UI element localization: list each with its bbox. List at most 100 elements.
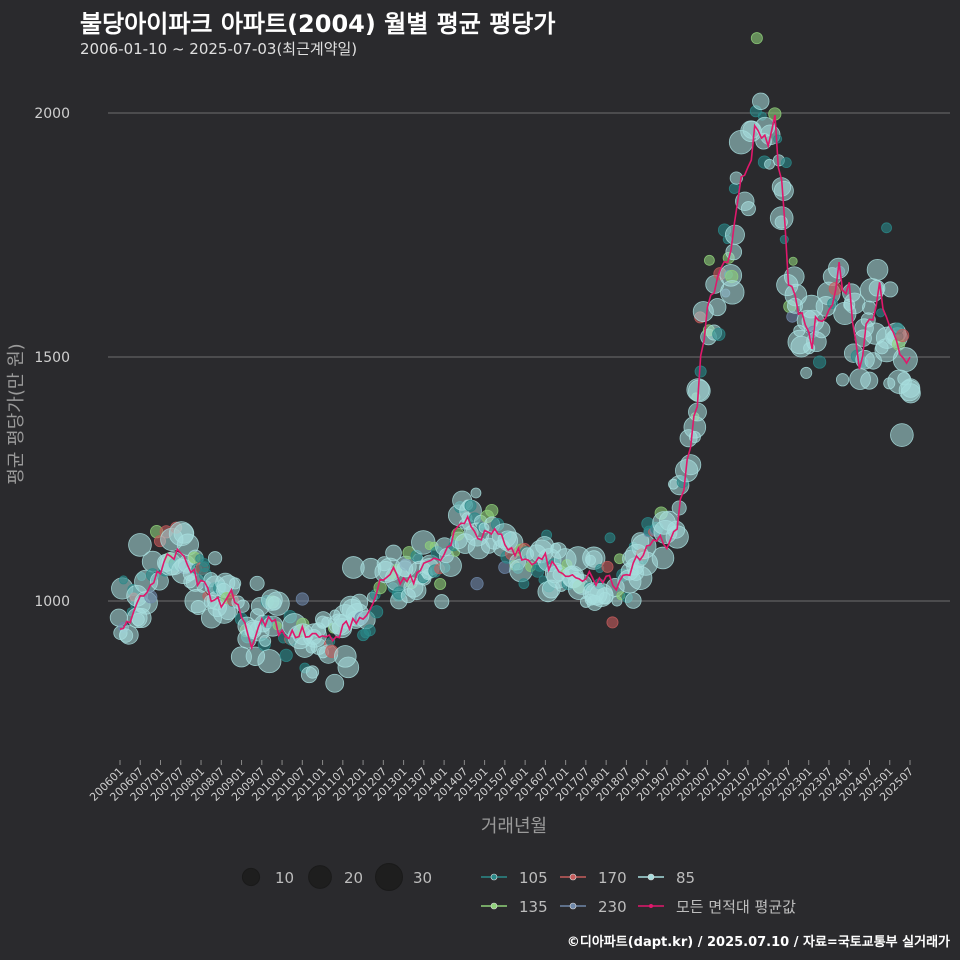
size-legend-circle [308, 865, 332, 889]
scatter-point-105 [118, 575, 128, 585]
scatter-point-85 [882, 281, 899, 298]
legend-key-dot-average [649, 904, 653, 908]
scatter-point-85 [890, 423, 914, 447]
scatter-point-85 [835, 373, 850, 387]
y-axis-title: 평균 평당가(만 원) [6, 343, 27, 484]
scatter-layer [109, 32, 921, 693]
legend-key-dot-170 [569, 873, 577, 881]
scatter-point-85 [773, 180, 794, 201]
scatter-point-105 [464, 499, 477, 512]
scatter-point-105 [780, 157, 792, 169]
scatter-point-85 [740, 201, 756, 217]
scatter-point-85 [860, 371, 879, 390]
legend-key-dot-105 [490, 873, 498, 881]
scatter-point-85 [119, 625, 139, 645]
size-legend-circle [375, 863, 403, 891]
scatter-point-85 [680, 454, 702, 476]
scatter-point-85 [249, 575, 265, 591]
legend-key-dot-230 [569, 902, 577, 910]
x-axis-title: 거래년월 [481, 816, 547, 837]
legend-label-230: 230 [598, 898, 627, 916]
legend-label-170: 170 [598, 869, 627, 887]
size-legend-label: 10 [275, 869, 294, 887]
scatter-point-85 [350, 593, 369, 612]
scatter-point-85 [813, 320, 831, 339]
scatter-point-85 [892, 347, 918, 373]
scatter-point-105 [604, 532, 616, 544]
scatter-point-135 [485, 503, 499, 518]
scatter-point-85 [784, 283, 808, 307]
scatter-point-135 [788, 256, 798, 266]
line-layer [119, 114, 911, 651]
legend-label-105: 105 [519, 869, 548, 887]
scatter-point-85 [128, 533, 152, 557]
scatter-point-85 [265, 591, 290, 616]
scatter-point-85 [724, 224, 745, 245]
scatter-point-85 [624, 592, 642, 609]
scatter-point-85 [207, 551, 223, 566]
y-axis-ticks: 1000 1500 2000 [34, 106, 70, 610]
scatter-point-170 [896, 328, 910, 343]
scatter-point-105 [881, 222, 892, 234]
scatter-point-85 [190, 600, 206, 616]
grid-layer [108, 112, 950, 602]
scatter-point-135 [750, 32, 763, 45]
y-tick-label: 2000 [34, 106, 70, 122]
scatter-point-230 [295, 592, 309, 606]
legend-key-dot-85 [647, 873, 655, 881]
scatter-point-85 [708, 298, 727, 317]
size-legend-label: 20 [344, 869, 363, 887]
y-tick-label: 1000 [34, 594, 70, 610]
scatter-point-85 [229, 577, 242, 590]
scatter-point-105 [518, 578, 530, 590]
scatter-point-230 [144, 590, 158, 604]
scatter-point-105 [773, 134, 783, 144]
scatter-point-105 [363, 624, 376, 637]
scatter-point-105 [200, 558, 210, 568]
scatter-point-85 [434, 594, 450, 610]
scatter-point-85 [305, 665, 320, 679]
scatter-point-85 [651, 546, 675, 570]
legend: 10 20 30 105 170 85 135 230 모든 면적대 평균값 [241, 863, 796, 916]
scatter-point-105 [370, 605, 384, 619]
scatter-point-85 [325, 673, 345, 693]
x-axis-ticks: 2006012006072007012007072008012008072009… [87, 760, 916, 804]
size-legend-circle [241, 867, 261, 887]
scatter-point-170 [606, 616, 619, 629]
scatter-point-105 [279, 648, 293, 662]
scatter-point-85 [470, 487, 482, 499]
scatter-point-85 [866, 259, 889, 281]
scatter-point-85 [752, 92, 770, 111]
scatter-point-85 [729, 171, 743, 185]
page-subtitle: 2006-01-10 ~ 2025-07-03(최근계약일) [80, 40, 358, 58]
scatter-point-85 [862, 300, 877, 315]
legend-key-dot-135 [490, 902, 498, 910]
scatter-point-170 [601, 560, 614, 573]
legend-label-average: 모든 면적대 평균값 [676, 898, 796, 916]
scatter-point-105 [728, 183, 740, 194]
scatter-point-85 [337, 656, 360, 679]
scatter-point-85 [257, 649, 282, 674]
scatter-point-85 [385, 544, 402, 562]
page-title: 불당아이파크 아파트(2004) 월별 평균 평당가 [80, 10, 556, 38]
scatter-point-85 [720, 280, 745, 305]
scatter-point-85 [800, 366, 813, 379]
scatter-point-85 [259, 634, 272, 647]
source-caption: ©디아파트(dapt.kr) / 2025.07.10 / 자료=국토교통부 실… [566, 935, 950, 950]
legend-label-85: 85 [676, 869, 695, 887]
scatter-point-135 [434, 577, 447, 590]
scatter-point-230 [470, 577, 484, 591]
scatter-point-85 [439, 554, 462, 577]
scatter-point-135 [373, 581, 387, 595]
scatter-point-85 [900, 378, 921, 398]
scatter-point-85 [582, 546, 606, 570]
size-legend-label: 30 [413, 869, 432, 887]
average-line [119, 114, 911, 651]
y-tick-label: 1500 [34, 350, 70, 366]
scatter-point-135 [703, 254, 715, 266]
scatter-point-105 [712, 327, 726, 341]
legend-label-135: 135 [519, 898, 548, 916]
scatter-point-105 [779, 235, 789, 245]
scatter-point-105 [812, 355, 827, 369]
